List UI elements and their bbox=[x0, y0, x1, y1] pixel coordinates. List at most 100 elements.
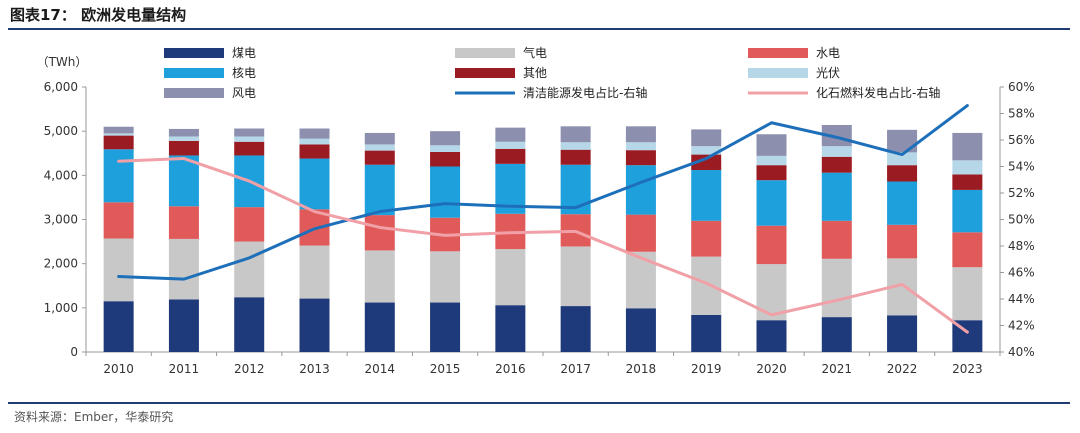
y2-tick-label: 46% bbox=[1008, 266, 1035, 280]
bar-segment bbox=[887, 165, 918, 182]
source-note: 资料来源：Ember，华泰研究 bbox=[14, 410, 174, 424]
x-tick-label: 2021 bbox=[822, 362, 853, 376]
bar-segment bbox=[691, 256, 722, 315]
bar-segment bbox=[103, 202, 134, 239]
legend-swatch bbox=[164, 48, 224, 58]
series-line bbox=[117, 104, 969, 281]
bar-segment bbox=[560, 246, 591, 307]
y-tick-label: 6,000 bbox=[44, 80, 78, 94]
bar-segment bbox=[691, 170, 722, 221]
x-tick-label: 2023 bbox=[952, 362, 983, 376]
bar-segment bbox=[430, 166, 461, 218]
bar-segment bbox=[168, 206, 199, 239]
y-axis-label: （TWh） bbox=[37, 55, 88, 69]
bar-segment bbox=[234, 241, 265, 298]
bar-segment bbox=[887, 129, 918, 153]
bar-segment bbox=[299, 144, 330, 159]
x-tick-label: 2011 bbox=[169, 362, 200, 376]
bar-segment bbox=[625, 308, 656, 352]
legend-label: 光伏 bbox=[816, 66, 840, 80]
bar-segment bbox=[756, 180, 787, 226]
bar-segment bbox=[821, 146, 852, 157]
x-tick-label: 2012 bbox=[234, 362, 265, 376]
x-tick-label: 2016 bbox=[495, 362, 526, 376]
bar-segment bbox=[887, 315, 918, 352]
bar-segment bbox=[234, 141, 265, 156]
y-tick-label: 3,000 bbox=[44, 213, 78, 227]
bar-segment bbox=[103, 149, 134, 203]
y2-tick-label: 48% bbox=[1008, 239, 1035, 253]
legend-swatch bbox=[455, 48, 515, 58]
bar-segment bbox=[821, 124, 852, 147]
bar-segment bbox=[495, 305, 526, 352]
legend-label: 其他 bbox=[523, 66, 547, 80]
y2-tick-label: 42% bbox=[1008, 319, 1035, 333]
bar-segment bbox=[168, 238, 199, 300]
bar-segment bbox=[299, 128, 330, 139]
bar-segment bbox=[625, 142, 656, 151]
bar-segment bbox=[103, 126, 134, 134]
bar-segment bbox=[364, 250, 395, 303]
bar-segment bbox=[234, 128, 265, 137]
x-tick-label: 2022 bbox=[887, 362, 918, 376]
bar-segment bbox=[821, 258, 852, 318]
y-tick-label: 1,000 bbox=[44, 301, 78, 315]
bar-segment bbox=[625, 150, 656, 166]
bar-segment bbox=[952, 174, 983, 190]
bar-segment bbox=[756, 155, 787, 166]
series-line bbox=[117, 157, 969, 334]
bar-segment bbox=[234, 297, 265, 352]
bar-segment bbox=[299, 298, 330, 352]
legend-label: 清洁能源发电占比-右轴 bbox=[523, 85, 647, 100]
bar-segment bbox=[756, 320, 787, 352]
bar-segment bbox=[691, 314, 722, 352]
x-tick-label: 2017 bbox=[560, 362, 591, 376]
bar-segment bbox=[364, 164, 395, 216]
bar-segment bbox=[887, 152, 918, 166]
legend-swatch bbox=[455, 68, 515, 78]
bar-segment bbox=[691, 154, 722, 171]
bar-segment bbox=[364, 144, 395, 151]
y2-tick-label: 54% bbox=[1008, 160, 1035, 174]
bar-segment bbox=[821, 172, 852, 221]
title-rule bbox=[8, 28, 1070, 30]
x-tick-label: 2014 bbox=[365, 362, 396, 376]
bar-segment bbox=[430, 131, 461, 146]
bar-segment bbox=[952, 160, 983, 175]
bar-segment bbox=[625, 251, 656, 309]
bar-segment bbox=[952, 232, 983, 268]
bar-segment bbox=[168, 155, 199, 207]
bar-segment bbox=[495, 127, 526, 142]
legend-swatch bbox=[748, 48, 808, 58]
bar-segment bbox=[168, 140, 199, 156]
bar-segment bbox=[560, 126, 591, 143]
bar-segment bbox=[103, 238, 134, 302]
bar-segment bbox=[952, 267, 983, 321]
bar-segment bbox=[234, 207, 265, 242]
legend-label: 煤电 bbox=[232, 46, 256, 60]
bar-segment bbox=[495, 148, 526, 164]
y2-tick-label: 52% bbox=[1008, 186, 1035, 200]
bar-segment bbox=[691, 220, 722, 257]
y-tick-label: 5,000 bbox=[44, 124, 78, 138]
y2-tick-label: 50% bbox=[1008, 213, 1035, 227]
y-tick-label: 2,000 bbox=[44, 257, 78, 271]
chart-title: 图表17： 欧洲发电量结构 bbox=[10, 6, 187, 24]
bar-segment bbox=[299, 245, 330, 299]
legend-label: 水电 bbox=[816, 46, 840, 60]
bar-segment bbox=[364, 132, 395, 145]
bar-segment bbox=[168, 136, 199, 141]
legend-label: 化石燃料发电占比-右轴 bbox=[816, 85, 940, 100]
bar-segment bbox=[560, 149, 591, 165]
bar-segment bbox=[952, 189, 983, 233]
y2-tick-label: 58% bbox=[1008, 107, 1035, 121]
bar-segment bbox=[430, 151, 461, 167]
bar-segment bbox=[103, 135, 134, 150]
bar-segment bbox=[495, 249, 526, 306]
bar-segment bbox=[756, 225, 787, 265]
legend-label: 风电 bbox=[232, 86, 256, 100]
bar-segment bbox=[821, 317, 852, 352]
bar-segment bbox=[299, 158, 330, 210]
bar-segment bbox=[756, 134, 787, 156]
